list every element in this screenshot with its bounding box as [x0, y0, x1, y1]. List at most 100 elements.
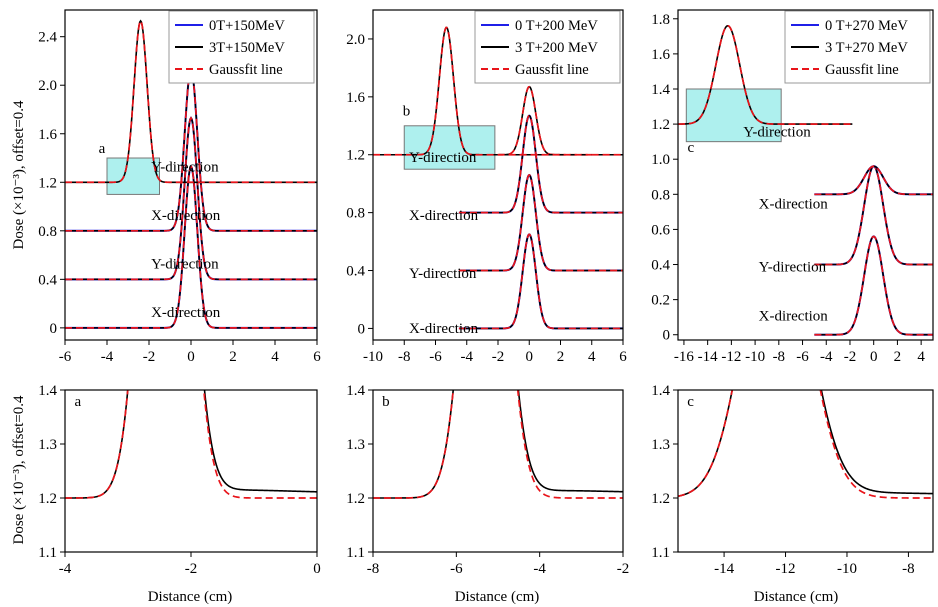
x-axis-label-middle: Distance (cm) [455, 589, 540, 605]
legend-label: Gaussfit line [209, 62, 283, 78]
y-tick-label: 0.8 [38, 224, 57, 240]
highlight-region-b [403, 125, 496, 170]
x-tick-label: 4 [917, 349, 925, 365]
y-tick-label: 1.6 [651, 47, 670, 63]
y-tick-label: 1.2 [38, 491, 57, 507]
x-tick-label: 0 [870, 349, 878, 365]
y-tick-label: 0.8 [651, 187, 670, 203]
y-tick-label: 1.4 [651, 82, 670, 98]
y-tick-label: 1.3 [346, 437, 365, 453]
x-tick-label: 6 [619, 349, 627, 365]
highlight-label-c: c [687, 140, 694, 156]
y-tick-label: 1.2 [346, 148, 365, 164]
curve-gaussfit-0 [458, 233, 623, 330]
panel-bottom-left: a -4 -2 0 1.1 1.2 1.3 1.4 [38, 383, 321, 577]
x-tick-label: -6 [796, 349, 809, 365]
plot-area [65, 390, 317, 499]
x-tick-label: -10 [837, 561, 857, 577]
y-tick-label: 0 [663, 328, 671, 344]
y-tick-label: 0.4 [38, 272, 57, 288]
x-tick-label: -16 [674, 349, 694, 365]
x-tick-label: 6 [313, 349, 321, 365]
curve-label-3: Y-direction [743, 124, 811, 140]
highlight-label-a: a [99, 141, 106, 157]
curve-gaussfit-2 [814, 165, 933, 196]
y-tick-label: 0.6 [651, 222, 670, 238]
curve-label-0: X-direction [409, 321, 479, 337]
x-tick-label: -14 [698, 349, 718, 365]
legend: 0 T+270 MeV 3 T+270 MeV Gaussfit line [784, 10, 931, 84]
x-tick-label: -6 [59, 349, 72, 365]
x-tick-label: -4 [461, 349, 474, 365]
y-tick-label: 1.1 [346, 545, 365, 561]
legend: 0 T+200 MeV 3 T+200 MeV Gaussfit line [474, 10, 621, 84]
curve-gaussfit-3 [65, 19, 317, 184]
x-tick-label: -8 [367, 561, 380, 577]
x-tick-label: -8 [773, 349, 786, 365]
curve-gaussfit-1 [814, 165, 933, 266]
highlight-region-a [106, 157, 160, 195]
x-tick-label: -2 [143, 349, 156, 365]
x-tick-label: -2 [617, 561, 630, 577]
curve-label-0: X-direction [759, 309, 829, 325]
panel-top-right: c X-direction Y-direction X-direction Y-dire… [651, 9, 934, 365]
y-tick-label: 0.4 [346, 264, 365, 280]
curve-gaussfit-0 [814, 235, 933, 336]
curve-gaussfit [373, 390, 623, 499]
panel-frame [372, 389, 624, 553]
x-tick-label: 2 [229, 349, 237, 365]
y-tick-label: 1.4 [38, 383, 57, 399]
y-tick-label: 1.3 [651, 437, 670, 453]
plot-area [678, 24, 933, 336]
legend-label: 0T+150MeV [209, 18, 285, 34]
panel-bottom-middle: b -8 -6 -4 -2 1.1 1.2 1.3 1.4 [346, 383, 630, 577]
x-tick-label: -12 [776, 561, 796, 577]
y-tick-label: 0.8 [346, 206, 365, 222]
y-tick-label: 1.8 [651, 12, 670, 28]
plot-area [678, 390, 933, 499]
curve-gaussfit-0 [65, 164, 317, 329]
x-tick-label: -4 [820, 349, 833, 365]
x-axis-label-right: Distance (cm) [754, 589, 839, 605]
x-tick-label: -8 [902, 561, 915, 577]
y-tick-label: 1.2 [651, 117, 670, 133]
curve-0T-0 [814, 235, 933, 336]
y-tick-label: 2.0 [346, 32, 365, 48]
legend-label: Gaussfit line [825, 62, 899, 78]
legend-label: 3T+150MeV [209, 40, 285, 56]
curve-3T-0 [814, 235, 933, 336]
panel-frame [677, 389, 934, 553]
legend-label: 0 T+270 MeV [825, 18, 908, 34]
y-tick-label: 2.0 [38, 78, 57, 94]
y-tick-label: 0 [358, 321, 366, 337]
curve-0T-1 [814, 165, 933, 266]
curve-gaussfit-1 [458, 174, 623, 272]
y-tick-label: 2.4 [38, 30, 57, 46]
curve-label-1: Y-direction [409, 266, 477, 282]
x-tick-label: -6 [450, 561, 463, 577]
x-tick-label: 2 [557, 349, 565, 365]
panel-frame [677, 9, 934, 341]
plot-area [373, 26, 623, 330]
x-tick-label: -4 [101, 349, 114, 365]
plot-area [373, 390, 623, 499]
panel-label-b: b [382, 394, 390, 410]
y-axis-label-top: Dose (×10⁻³), offset=0.4 [11, 100, 27, 250]
x-tick-label: 4 [588, 349, 596, 365]
curve-gaussfit-4 [373, 26, 592, 156]
x-tick-label: 0 [187, 349, 195, 365]
curve-gaussfit-2 [458, 114, 623, 214]
panel-bottom-right: c -14 -12 -10 -8 1.1 1.2 1.3 1.4 [651, 383, 934, 577]
y-tick-label: 1.2 [346, 491, 365, 507]
y-axis-label-bottom: Dose (×10⁻³), offset=0.4 [11, 395, 27, 545]
x-tick-label: -2 [844, 349, 857, 365]
panel-frame [64, 389, 318, 553]
panel-label-c: c [687, 394, 694, 410]
panel-top-middle: b X-direction Y-direction X-direction Y-dire… [346, 9, 627, 365]
curve-gaussfit-1 [65, 116, 317, 281]
curve-label-2: X-direction [409, 208, 479, 224]
y-tick-label: 1.4 [651, 383, 670, 399]
panel-label-a: a [74, 394, 81, 410]
curve-3T [373, 390, 623, 499]
